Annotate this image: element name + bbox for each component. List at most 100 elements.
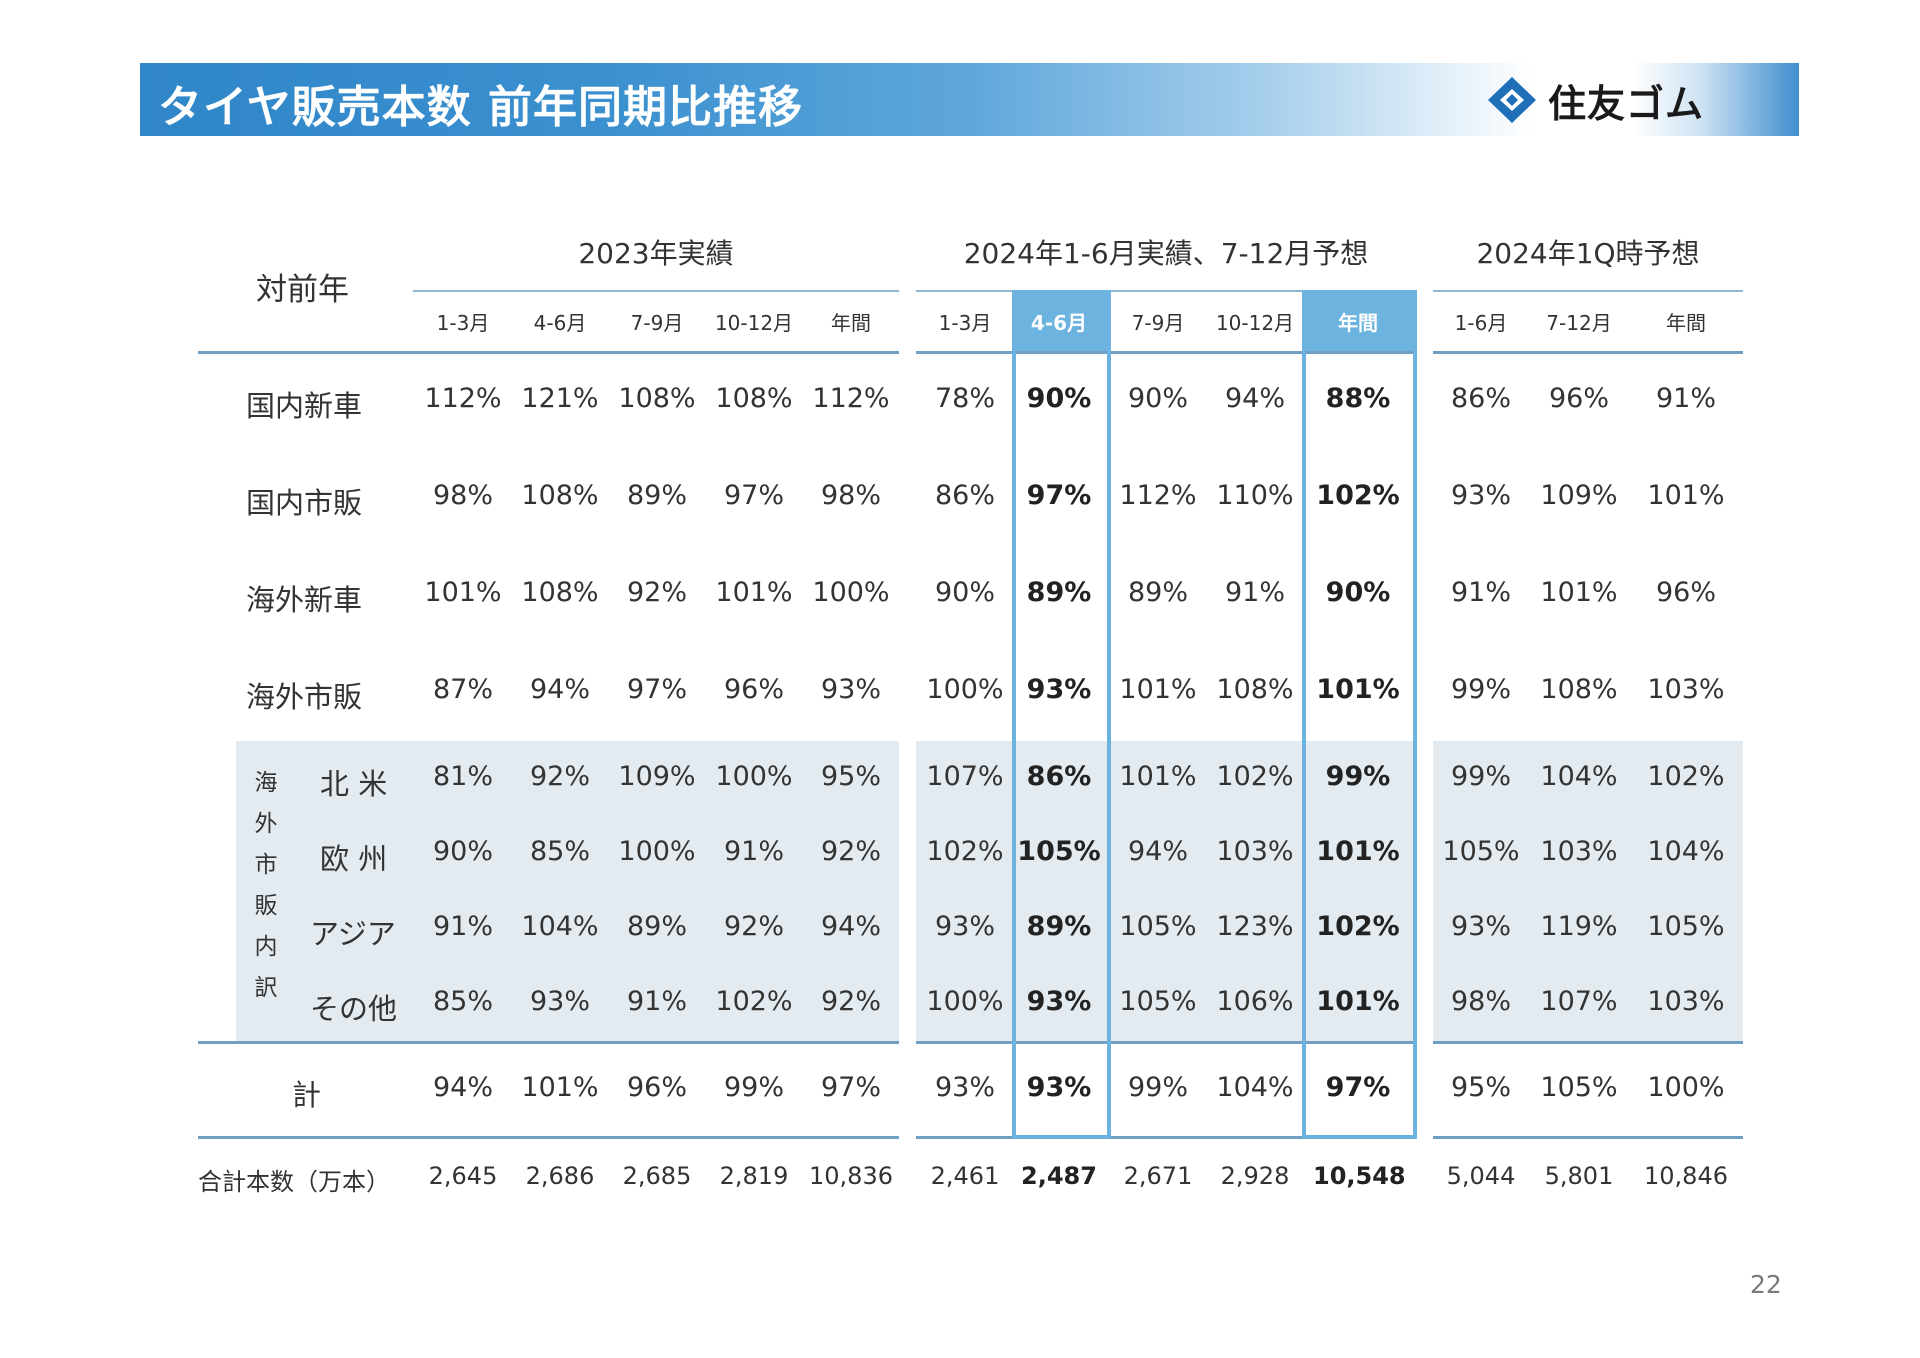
table-cell: 101%	[1316, 674, 1400, 705]
table-cell: 121%	[521, 383, 599, 414]
table-cell: 2,461	[930, 1162, 1000, 1190]
table-cell: 90%	[432, 836, 493, 867]
subheader-2024-q2: 4-6月	[1030, 311, 1088, 335]
table-cell: 123%	[1216, 911, 1294, 942]
table-cell: 108%	[618, 383, 696, 414]
page-number: 22	[1750, 1270, 1782, 1299]
table-cell: 100%	[618, 836, 696, 867]
table-cell: 97%	[1026, 480, 1092, 511]
table-cell: 107%	[926, 761, 1004, 792]
title-banner: タイヤ販売本数 前年同期比推移 住友ゴム	[140, 63, 1799, 136]
group-header-2024-actual: 2024年1-6月実績、7-12月予想	[963, 237, 1369, 270]
table-cell: 102%	[1647, 761, 1725, 792]
breakdown-shade-a	[236, 741, 899, 1041]
table-cell: 94%	[432, 1072, 493, 1103]
table-cell: 104%	[1647, 836, 1725, 867]
table-cell: 105%	[1442, 836, 1520, 867]
bottom-rule-2	[916, 1136, 1416, 1139]
table-cell: 112%	[812, 383, 890, 414]
row-label-overseas-oe: 海外新車	[246, 583, 363, 617]
bottom-rule-1	[198, 1136, 899, 1139]
table-cell: 86%	[1026, 761, 1092, 792]
total-rule-3	[1433, 1041, 1743, 1044]
subheader-2023-annual: 年間	[831, 311, 871, 335]
bottom-rule-3	[1433, 1136, 1743, 1139]
table-cell: 2,645	[428, 1162, 498, 1190]
table-cell: 86%	[934, 480, 995, 511]
highlight-header-annual	[1302, 290, 1417, 352]
table-cell: 112%	[1119, 480, 1197, 511]
table-cell: 2,819	[719, 1162, 789, 1190]
table-cell: 100%	[715, 761, 793, 792]
row-label-north-america: 北 米	[320, 767, 388, 801]
group-rule-3	[1433, 290, 1743, 292]
table-cell: 95%	[820, 761, 881, 792]
table-cell: 97%	[1325, 1072, 1391, 1103]
table-cell: 104%	[521, 911, 599, 942]
table-cell: 108%	[1216, 674, 1294, 705]
table-cell: 105%	[1647, 911, 1725, 942]
highlight-box-annual	[1302, 290, 1417, 1139]
table-cell: 93%	[934, 1072, 995, 1103]
table-cell: 106%	[1216, 986, 1294, 1017]
table-cell: 91%	[1450, 577, 1511, 608]
table-cell: 109%	[618, 761, 696, 792]
group-header-2023: 2023年実績	[578, 237, 734, 270]
table-cell: 91%	[432, 911, 493, 942]
table-cell: 2,685	[622, 1162, 692, 1190]
table-cell: 97%	[723, 480, 784, 511]
table-cell: 89%	[1026, 911, 1092, 942]
group-rule-1	[413, 290, 899, 292]
table-cell: 100%	[1647, 1072, 1725, 1103]
table-cell: 102%	[715, 986, 793, 1017]
subheader-2024-q4: 10-12月	[1215, 311, 1295, 335]
row-label-total: 計	[292, 1078, 322, 1112]
row-label-total-units: 合計本数（万本）	[198, 1168, 390, 1196]
table-cell: 100%	[812, 577, 890, 608]
table-cell: 98%	[820, 480, 881, 511]
table-cell: 94%	[820, 911, 881, 942]
table-cell: 93%	[1026, 986, 1092, 1017]
table-cell: 102%	[1316, 480, 1400, 511]
table-cell: 91%	[723, 836, 784, 867]
table-cell: 94%	[1127, 836, 1188, 867]
group-rule-2	[916, 290, 1416, 292]
table-cell: 105%	[1540, 1072, 1618, 1103]
table-cell: 99%	[723, 1072, 784, 1103]
table-cell: 109%	[1540, 480, 1618, 511]
table-cell: 10,548	[1313, 1162, 1406, 1190]
table-cell: 98%	[1450, 986, 1511, 1017]
subheader-1q-h2: 7-12月	[1546, 311, 1612, 335]
table-cell: 87%	[432, 674, 493, 705]
table-cell: 101%	[1119, 761, 1197, 792]
row-label-overseas-replacement: 海外市販	[246, 680, 363, 714]
subheader-2024-q3: 7-9月	[1131, 311, 1185, 335]
subheader-2023-q1: 1-3月	[436, 311, 490, 335]
table-cell: 96%	[626, 1072, 687, 1103]
table-cell: 101%	[1316, 986, 1400, 1017]
table-cell: 102%	[926, 836, 1004, 867]
breakdown-shade-b	[916, 741, 1416, 1041]
table-cell: 93%	[529, 986, 590, 1017]
table-cell: 96%	[723, 674, 784, 705]
table-cell: 101%	[1647, 480, 1725, 511]
total-rule-1	[198, 1041, 899, 1044]
row-label-europe: 欧 州	[320, 842, 388, 876]
table-cell: 90%	[1127, 383, 1188, 414]
table-cell: 97%	[820, 1072, 881, 1103]
subheader-2023-q3: 7-9月	[630, 311, 684, 335]
table-cell: 2,686	[525, 1162, 595, 1190]
table-cell: 107%	[1540, 986, 1618, 1017]
table-cell: 93%	[820, 674, 881, 705]
total-rule-2	[916, 1041, 1416, 1044]
logo-text: 住友ゴム	[1548, 81, 1705, 126]
table-cell: 99%	[1127, 1072, 1188, 1103]
table-cell: 105%	[1119, 911, 1197, 942]
table-cell: 89%	[626, 480, 687, 511]
table-cell: 94%	[529, 674, 590, 705]
header-rule-1	[198, 351, 899, 354]
table-cell: 103%	[1647, 674, 1725, 705]
table-cell: 99%	[1325, 761, 1391, 792]
subheader-2023-q2: 4-6月	[533, 311, 587, 335]
breakdown-shade-c	[1433, 741, 1743, 1041]
